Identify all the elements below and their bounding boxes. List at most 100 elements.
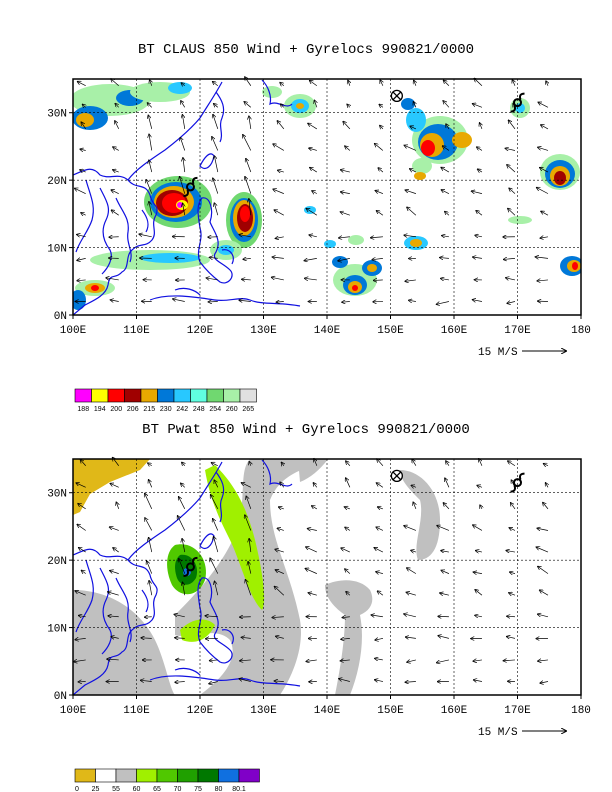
wind-vector xyxy=(179,559,186,574)
typhoon-marker-icon xyxy=(185,182,195,192)
wind-vector xyxy=(405,682,416,683)
wind-vector xyxy=(310,81,318,87)
y-tick-label: 30N xyxy=(47,109,67,121)
x-tick-label: 120E xyxy=(187,325,214,337)
wind-vector xyxy=(149,134,153,151)
panel2-gridlines xyxy=(73,459,581,695)
wind-vector xyxy=(149,581,153,596)
x-tick-label: 140E xyxy=(314,325,341,337)
x-tick-label: 150E xyxy=(377,705,404,717)
wind-vector xyxy=(507,302,516,304)
wind-vector xyxy=(538,102,549,108)
wind-vector xyxy=(79,615,86,616)
wind-vector xyxy=(506,278,516,280)
wind-vector xyxy=(249,462,251,466)
wind-vector xyxy=(441,551,449,552)
wind-vector xyxy=(276,302,284,303)
wind-vector xyxy=(546,81,548,86)
wind-vector xyxy=(175,638,185,639)
wind-vector xyxy=(245,580,252,596)
wind-vector xyxy=(110,300,119,302)
wind-vector xyxy=(113,170,119,172)
wind-vector xyxy=(436,301,449,305)
wind-vector xyxy=(413,502,416,510)
x-tick-label: 180 xyxy=(571,705,591,717)
wind-vector xyxy=(249,116,251,129)
wind-vector xyxy=(509,188,516,194)
wind-vector xyxy=(243,135,252,151)
wind-vector xyxy=(277,528,284,530)
wind-vector xyxy=(113,147,119,151)
wind-vector xyxy=(407,207,417,216)
wind-vector xyxy=(181,101,186,108)
panel2-axis-ticks: 100E 110E 120E 130E 140E 150E 160E 170E 180 0N 10N… xyxy=(47,489,591,717)
wind-vector xyxy=(280,482,285,488)
wind-vector xyxy=(538,614,549,618)
wind-vector xyxy=(214,480,219,488)
wind-vector xyxy=(537,280,549,281)
typhoon-marker-arm xyxy=(519,92,525,100)
y-tick-label: 10N xyxy=(47,624,67,636)
wind-vector xyxy=(141,680,152,681)
wind-vector xyxy=(241,483,251,488)
wind-vector xyxy=(409,300,416,301)
wind-vector xyxy=(209,660,218,661)
wind-vector xyxy=(76,483,86,488)
wind-vector xyxy=(378,507,384,509)
wind-vector xyxy=(545,483,547,488)
wind-vector xyxy=(339,237,350,238)
wind-vector xyxy=(346,461,351,466)
wind-vector xyxy=(474,680,483,682)
wind-vector xyxy=(206,278,218,280)
wind-vector xyxy=(77,524,86,531)
panel1-wind-vectors xyxy=(75,77,548,304)
colorbar-label: 0 xyxy=(75,786,79,792)
wind-vector xyxy=(213,178,219,194)
wind-vector xyxy=(272,617,284,618)
wind-vector xyxy=(174,614,185,616)
wind-vector xyxy=(378,168,384,173)
wind-vector xyxy=(407,568,417,574)
wind-vector xyxy=(278,170,284,172)
wind-vector xyxy=(182,462,185,465)
wind-vector xyxy=(540,590,549,596)
wind-vector xyxy=(240,660,251,661)
wind-vector xyxy=(183,203,185,216)
wind-vector xyxy=(407,660,416,662)
x-tick-label: 120E xyxy=(187,705,214,717)
wind-vector xyxy=(509,528,516,531)
wind-vector xyxy=(274,587,285,596)
wind-vector xyxy=(404,235,416,237)
wind-vector xyxy=(505,148,516,150)
x-tick-label: 110E xyxy=(123,705,150,717)
y-tick-label: 30N xyxy=(47,489,67,501)
circled-x-stroke xyxy=(392,471,402,481)
typhoon-marker-arm xyxy=(510,485,516,493)
wind-vector xyxy=(80,460,86,466)
colorbar-swatch xyxy=(156,768,178,783)
wind-vector xyxy=(538,566,549,574)
wind-vector xyxy=(175,682,185,683)
panel2-gyre-markers xyxy=(183,469,525,577)
wind-vector xyxy=(538,147,549,151)
wind-vector xyxy=(473,104,483,108)
wind-vector xyxy=(537,188,549,194)
wind-vector xyxy=(476,550,483,552)
wind-vector xyxy=(274,681,284,682)
wind-vector xyxy=(111,79,119,87)
x-tick-label: 100E xyxy=(60,325,87,337)
wind-vector xyxy=(410,169,417,173)
y-tick-label: 20N xyxy=(47,176,67,188)
wind-vector xyxy=(375,638,383,640)
x-tick-label: 150E xyxy=(377,325,404,337)
wind-vector xyxy=(540,682,549,684)
typhoon-marker-arm xyxy=(191,556,198,565)
wind-vector xyxy=(211,463,218,466)
wind-vector xyxy=(281,462,283,465)
colorbar-label: 254 xyxy=(209,406,221,413)
wind-vector xyxy=(75,188,86,194)
wind-vector xyxy=(341,638,350,639)
wind-vector xyxy=(375,658,383,660)
wind-vector xyxy=(380,80,383,86)
wind-vector xyxy=(405,637,416,638)
